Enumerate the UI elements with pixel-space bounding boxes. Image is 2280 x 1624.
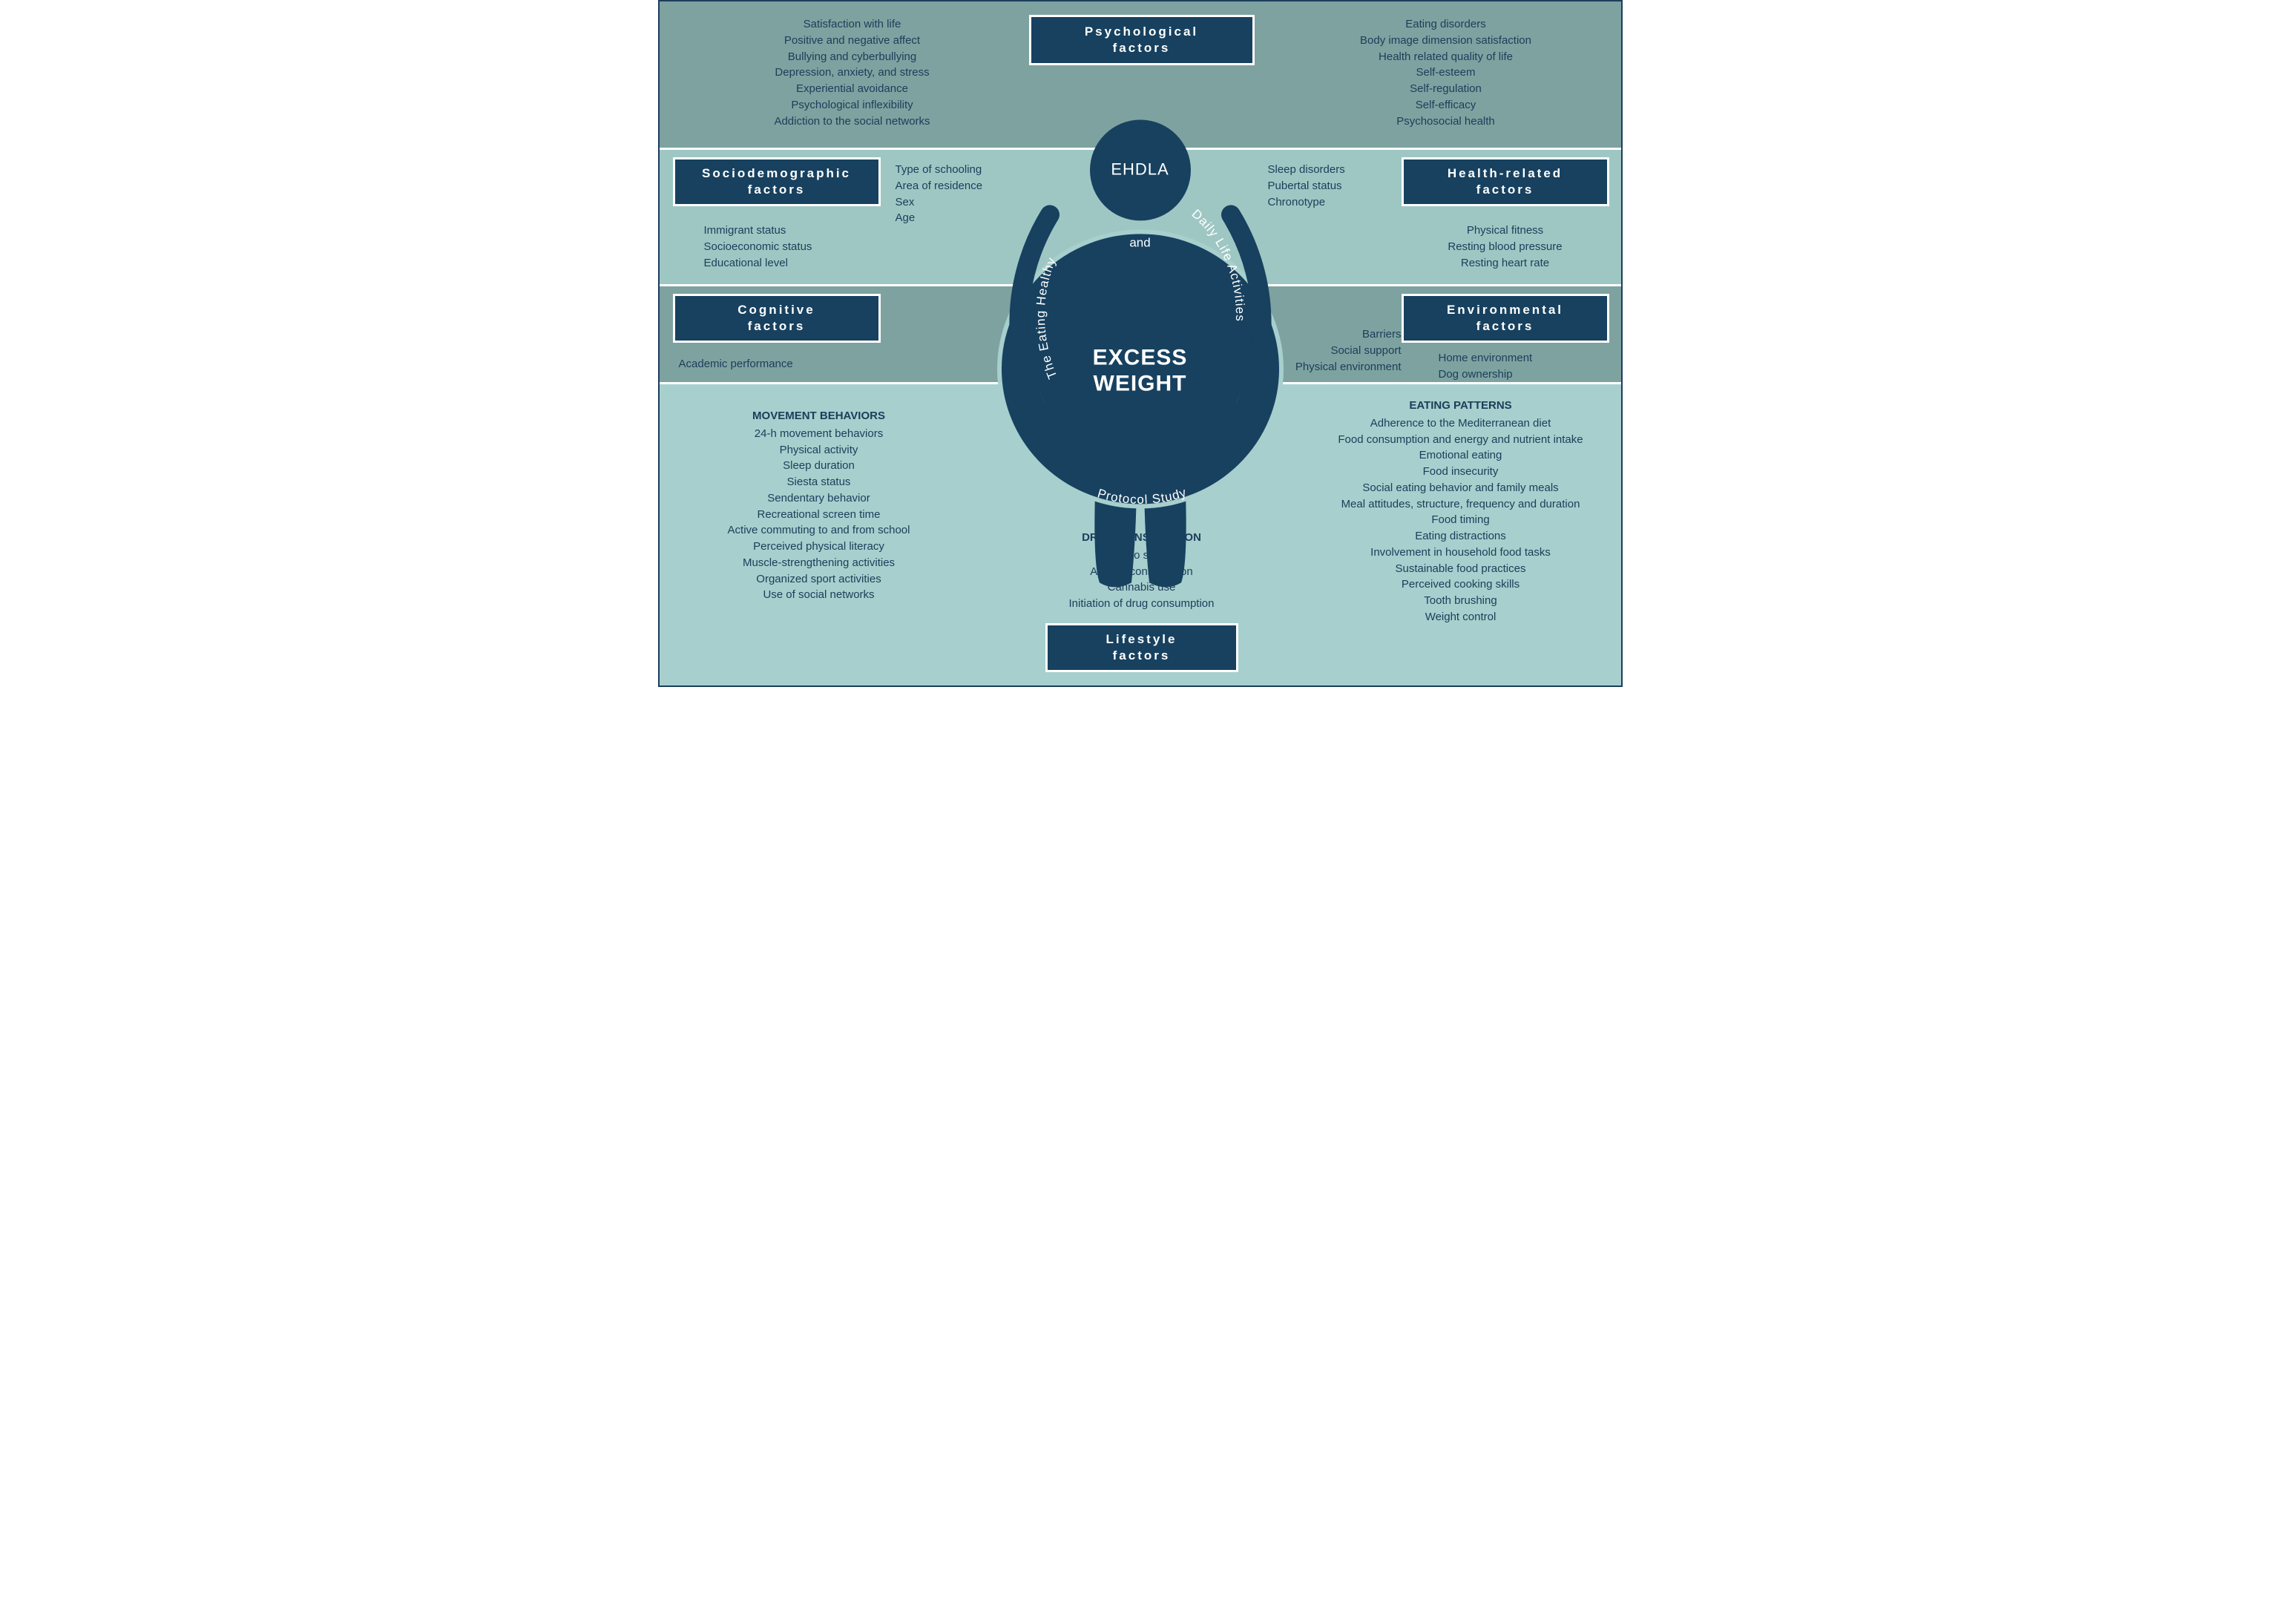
list-item: Addiction to the social networks	[712, 114, 993, 130]
list-item: Pubertal status	[1268, 178, 1387, 194]
list-item: Barriers	[1268, 326, 1402, 343]
list-item: Tooth brushing	[1305, 593, 1617, 609]
list-eating: EATING PATTERNSAdherence to the Mediterr…	[1305, 398, 1617, 625]
list-item: Recreational screen time	[674, 507, 964, 523]
list-heading: MOVEMENT BEHAVIORS	[674, 408, 964, 424]
list-item: Depression, anxiety, and stress	[712, 65, 993, 81]
list-item: Academic performance	[679, 356, 872, 372]
list-item: Resting heart rate	[1402, 255, 1609, 272]
list-socio-below: Immigrant statusSocioeconomic statusEduc…	[704, 223, 882, 271]
list-item: Alcohol consumption	[1008, 564, 1275, 580]
list-item: Sleep duration	[674, 458, 964, 474]
list-item: Tobacco smoking	[1008, 548, 1275, 564]
list-item: Physical fitness	[1402, 223, 1609, 239]
list-item: Social support	[1268, 343, 1402, 359]
list-item: Psychological inflexibility	[712, 97, 993, 114]
list-item: Food timing	[1305, 512, 1617, 528]
list-item: Physical environment	[1268, 359, 1402, 375]
list-item: Body image dimension satisfaction	[1305, 33, 1587, 49]
list-env-inner: BarriersSocial supportPhysical environme…	[1268, 326, 1402, 375]
list-socio-inner: Type of schoolingArea of residenceSexAge	[896, 162, 1029, 226]
list-item: Organized sport activities	[674, 571, 964, 588]
list-item: Use of social networks	[674, 587, 964, 603]
list-item: 24-h movement behaviors	[674, 426, 964, 442]
list-movement: MOVEMENT BEHAVIORS 24-h movement behavior…	[674, 408, 964, 603]
list-item: Weight control	[1305, 609, 1617, 625]
list-item: Social eating behavior and family meals	[1305, 480, 1617, 496]
list-item: Socioeconomic status	[704, 239, 882, 255]
list-item: Sendentary behavior	[674, 490, 964, 507]
infographic-canvas: Psychological factors Satisfaction with …	[658, 0, 1623, 687]
label-cognitive: Cognitive factors	[673, 294, 881, 343]
list-item: Bullying and cyberbullying	[712, 49, 993, 65]
list-env-below: Home environmentDog ownership	[1439, 350, 1602, 383]
list-item: Sustainable food practices	[1305, 561, 1617, 577]
label-psychological-text: Psychological factors	[1085, 24, 1198, 56]
label-cognitive-text: Cognitive factors	[737, 302, 815, 335]
list-item: Involvement in household food tasks	[1305, 545, 1617, 561]
list-item: Resting blood pressure	[1402, 239, 1609, 255]
label-sociodemographic-text: Sociodemographic factors	[702, 165, 851, 198]
list-item: Self-efficacy	[1305, 97, 1587, 114]
list-psych-right: Eating disordersBody image dimension sat…	[1305, 16, 1587, 129]
label-sociodemographic: Sociodemographic factors	[673, 157, 881, 206]
list-item: Initiation of drug consumption	[1008, 596, 1275, 612]
list-item: Self-esteem	[1305, 65, 1587, 81]
label-lifestyle: Lifestyle factors	[1045, 623, 1238, 672]
list-item: Physical activity	[674, 442, 964, 458]
list-item: Perceived physical literacy	[674, 539, 964, 555]
list-item: Positive and negative affect	[712, 33, 993, 49]
list-cognitive-below: Academic performance	[679, 356, 872, 372]
list-heading: EATING PATTERNS	[1305, 398, 1617, 414]
list-item: Satisfaction with life	[712, 16, 993, 33]
list-item: Meal attitudes, structure, frequency and…	[1305, 496, 1617, 513]
list-item: Siesta status	[674, 474, 964, 490]
list-item: Emotional eating	[1305, 447, 1617, 464]
label-environmental-text: Environmental factors	[1447, 302, 1563, 335]
list-drug: DRUG CONSUMPTION Tobacco smokingAlcohol c…	[1008, 530, 1275, 612]
list-item: Age	[896, 210, 1029, 226]
list-psych-left: Satisfaction with lifePositive and negat…	[712, 16, 993, 129]
label-health-text: Health-related factors	[1448, 165, 1563, 198]
list-item: Dog ownership	[1439, 366, 1602, 383]
list-item: Food insecurity	[1305, 464, 1617, 480]
label-health: Health-related factors	[1402, 157, 1609, 206]
list-item: Active commuting to and from school	[674, 522, 964, 539]
list-item: Food consumption and energy and nutrient…	[1305, 432, 1617, 448]
label-psychological: Psychological factors	[1029, 15, 1255, 65]
label-environmental: Environmental factors	[1402, 294, 1609, 343]
list-item: Sleep disorders	[1268, 162, 1387, 178]
list-item: Immigrant status	[704, 223, 882, 239]
list-item: Area of residence	[896, 178, 1029, 194]
list-item: Psychosocial health	[1305, 114, 1587, 130]
list-item: Experiential avoidance	[712, 81, 993, 97]
list-health-below: Physical fitnessResting blood pressureRe…	[1402, 223, 1609, 271]
list-item: Self-regulation	[1305, 81, 1587, 97]
label-lifestyle-text: Lifestyle factors	[1106, 631, 1177, 664]
list-item: Cannabis use	[1008, 579, 1275, 596]
list-item: Adherence to the Mediterranean diet	[1305, 415, 1617, 432]
list-health-inner: Sleep disordersPubertal statusChronotype	[1268, 162, 1387, 210]
list-item: Health related quality of life	[1305, 49, 1587, 65]
list-item: Chronotype	[1268, 194, 1387, 211]
list-item: Perceived cooking skills	[1305, 576, 1617, 593]
list-item: Sex	[896, 194, 1029, 211]
list-item: Muscle-strengthening activities	[674, 555, 964, 571]
list-item: Educational level	[704, 255, 882, 272]
list-item: Eating disorders	[1305, 16, 1587, 33]
list-item: Eating distractions	[1305, 528, 1617, 545]
list-heading: DRUG CONSUMPTION	[1008, 530, 1275, 546]
list-item: Type of schooling	[896, 162, 1029, 178]
list-item: Home environment	[1439, 350, 1602, 366]
